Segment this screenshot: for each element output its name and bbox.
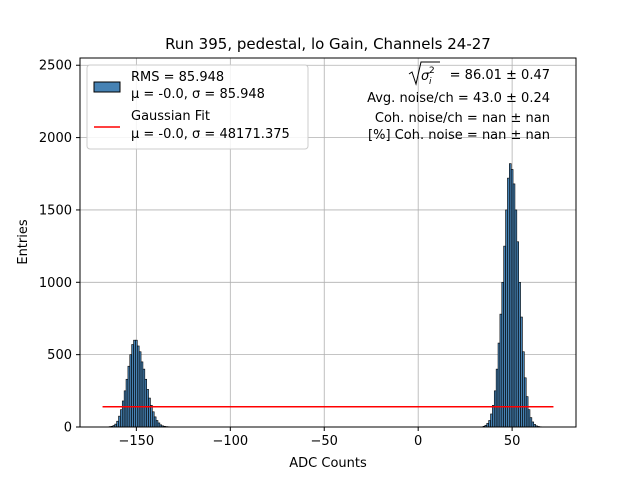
x-tick-label: −150: [119, 434, 155, 449]
y-tick-label: 0: [64, 421, 72, 436]
y-tick-label: 1000: [39, 276, 72, 291]
x-axis-ticks: −150 −100 −50 0 50: [119, 427, 521, 449]
x-tick-label: −100: [212, 434, 248, 449]
x-tick-label: 50: [504, 434, 521, 449]
legend-histogram-label-1: RMS = 85.948: [131, 70, 224, 85]
noise-annotations: σ 2 i = 86.01 ± 0.47 Avg. noise/ch = 43.…: [367, 61, 550, 143]
sqrt-sigma-symbol: σ 2 i: [408, 61, 440, 87]
y-tick-label: 2500: [39, 59, 72, 74]
y-axis-label: Entries: [16, 219, 31, 265]
legend-histogram-swatch: [93, 81, 121, 93]
legend-histogram-label-2: μ = -0.0, σ = 85.948: [131, 87, 265, 102]
y-tick-label: 2000: [39, 131, 72, 146]
legend-box: [86, 64, 309, 150]
svg-text:i: i: [429, 77, 432, 87]
y-axis-ticks: 0 500 1000 1500 2000 2500: [39, 59, 80, 436]
x-axis-label: ADC Counts: [289, 456, 367, 471]
annotation-sqrt-value: = 86.01 ± 0.47: [450, 68, 550, 83]
annotation-coh-noise-pct: [%] Coh. noise = nan ± nan: [368, 128, 550, 143]
y-tick-label: 1500: [39, 203, 72, 218]
grid-lines: [80, 58, 576, 428]
legend: RMS = 85.948 μ = -0.0, σ = 85.948 Gaussi…: [86, 64, 309, 150]
svg-text:σ: σ: [421, 69, 430, 84]
annotation-coh-noise: Coh. noise/ch = nan ± nan: [375, 111, 550, 126]
chart-title: Run 395, pedestal, lo Gain, Channels 24-…: [165, 35, 491, 53]
x-tick-label: −50: [311, 434, 338, 449]
svg-text:2: 2: [429, 66, 435, 76]
annotation-avg-noise: Avg. noise/ch = 43.0 ± 0.24: [367, 91, 550, 106]
y-tick-label: 500: [47, 348, 72, 363]
plot-frame: [79, 57, 577, 428]
legend-fit-label-2: μ = -0.0, σ = 48171.375: [131, 127, 290, 142]
legend-fit-label-1: Gaussian Fit: [131, 109, 210, 124]
x-tick-label: 0: [414, 434, 422, 449]
